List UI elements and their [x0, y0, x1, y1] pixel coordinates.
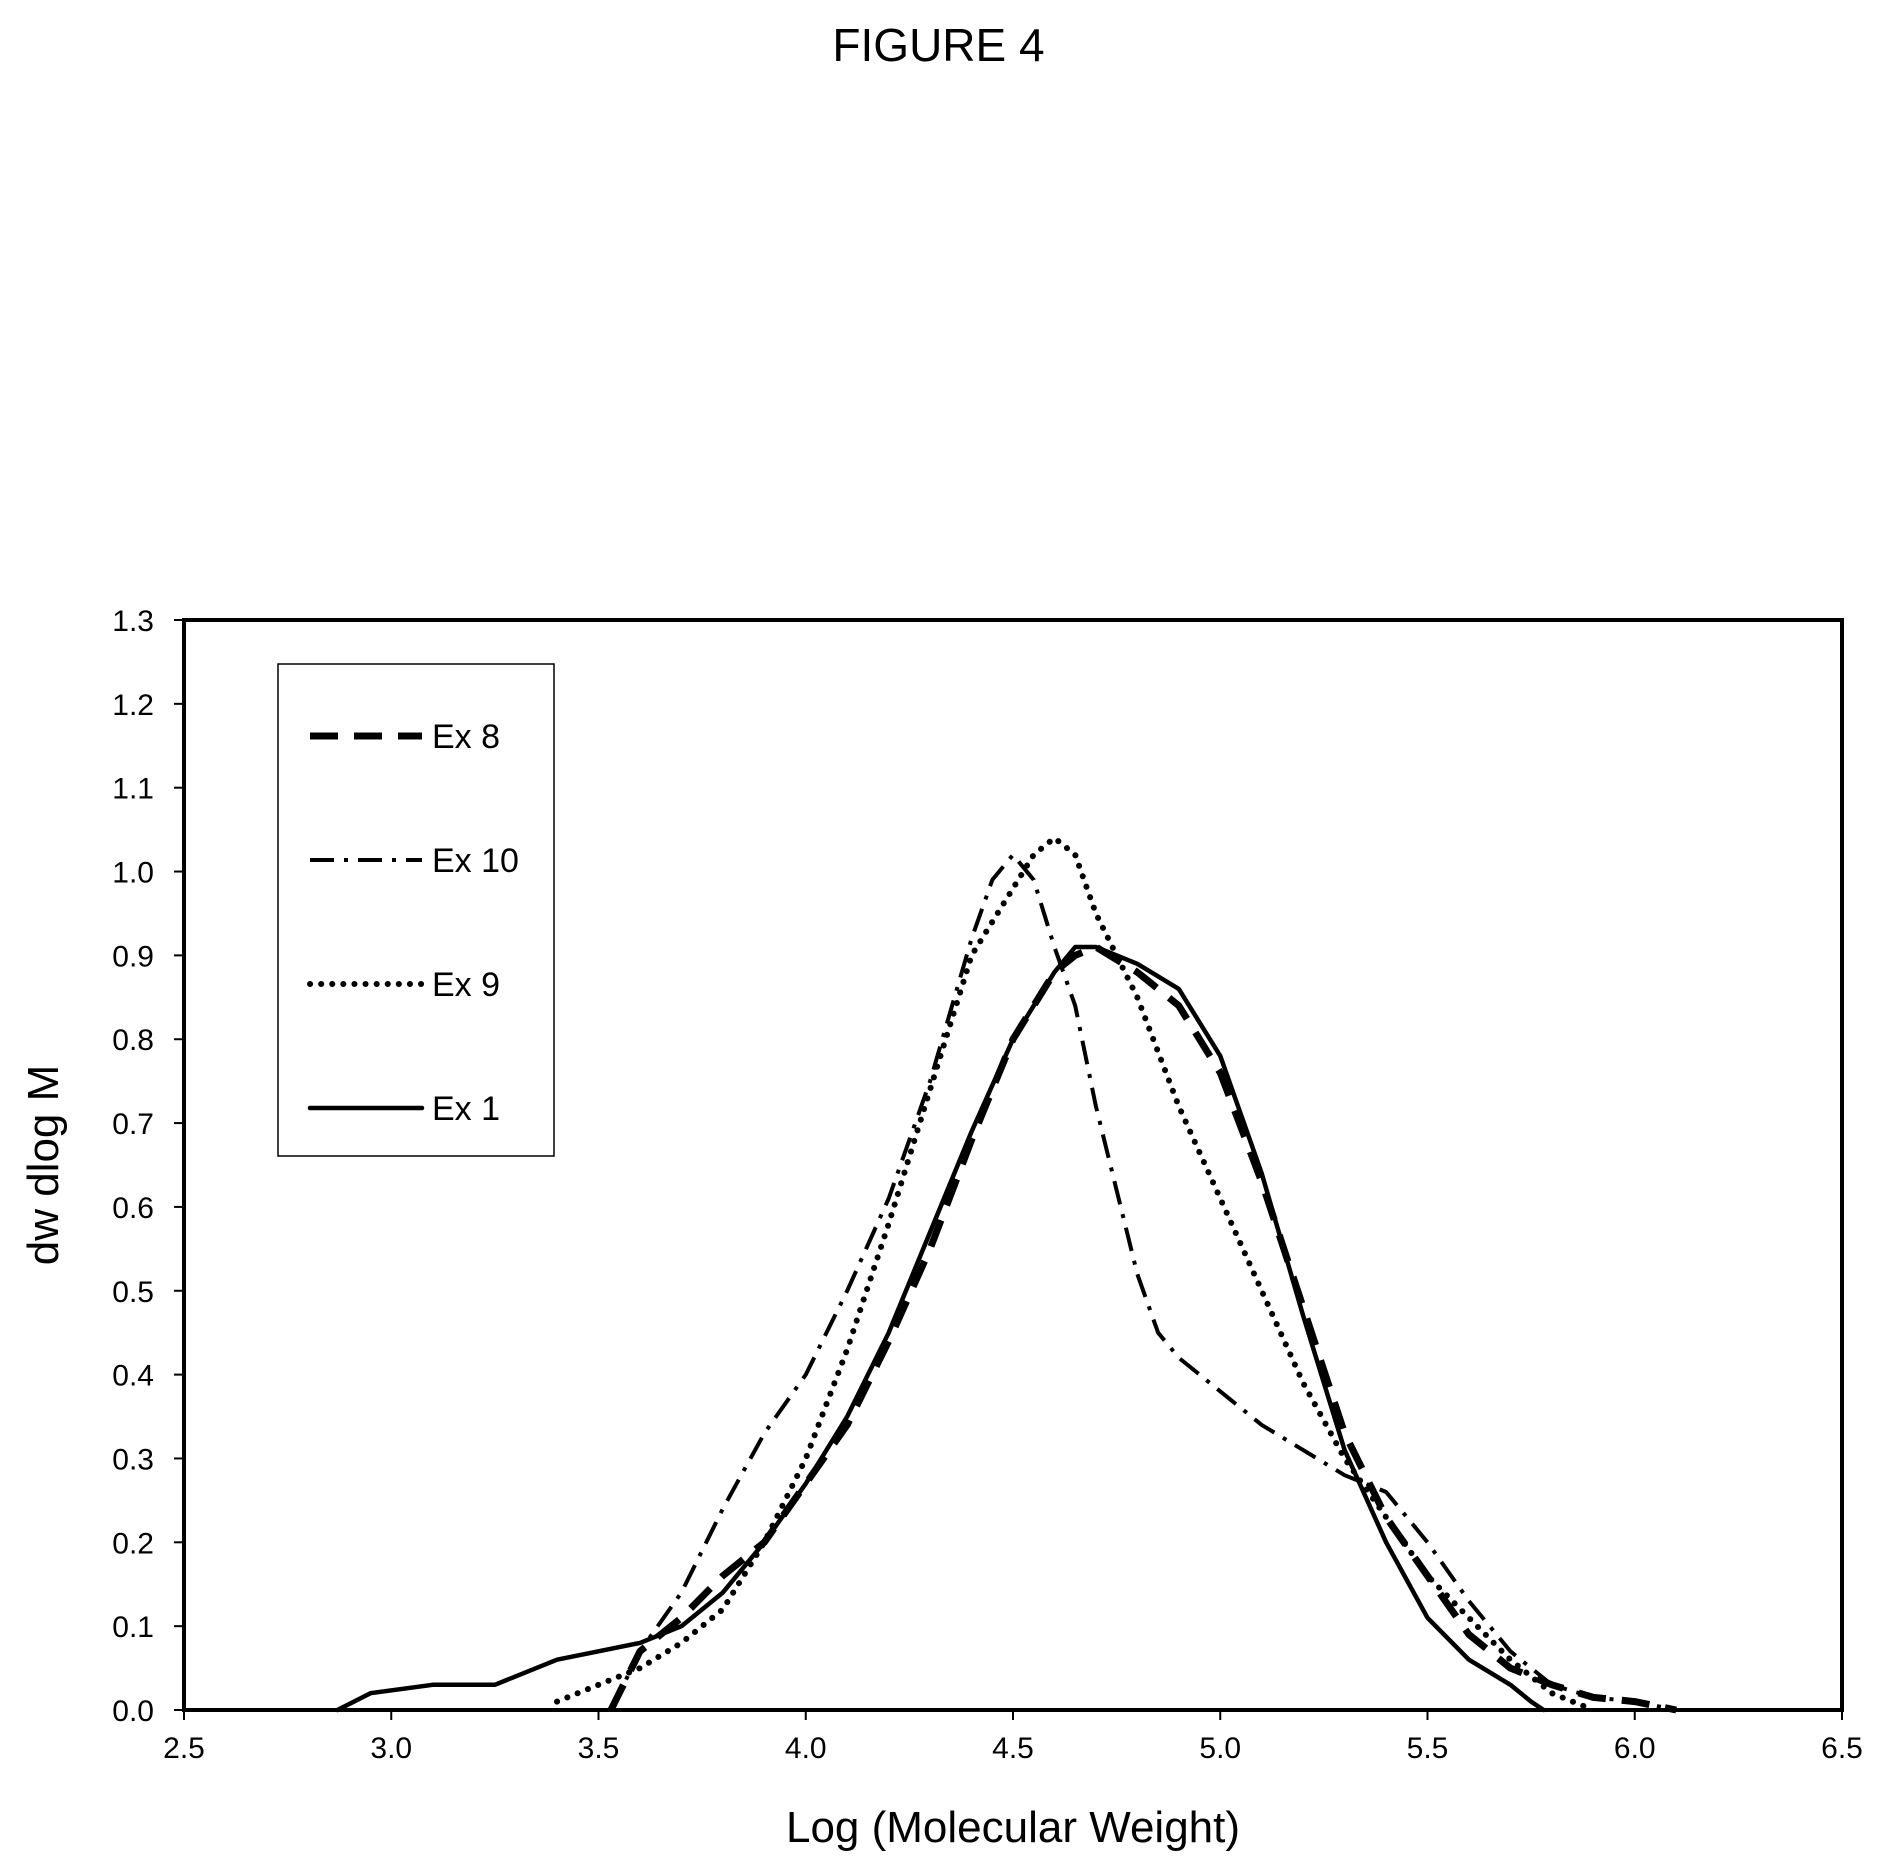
figure-title: FIGURE 4 [832, 19, 1045, 71]
series-layer [335, 835, 1677, 1714]
series-line-ex-9 [554, 835, 1597, 1713]
y-tick-label: 0.2 [112, 1527, 154, 1560]
x-axis-ticks: 2.5 3.0 3.5 4.0 4.5 5.0 5.5 6.0 6.5 [163, 1710, 1863, 1765]
series-line-ex-10 [609, 852, 1677, 1712]
x-tick-label: 6.0 [1614, 1732, 1656, 1765]
legend-items: Ex 8 Ex 10 Ex 9 Ex 1 [307, 718, 519, 1128]
legend-label-ex-1: Ex 1 [432, 1090, 500, 1128]
y-tick-label: 1.3 [112, 605, 154, 638]
legend-label-ex-9: Ex 9 [432, 966, 500, 1004]
y-tick-label: 0.6 [112, 1192, 154, 1225]
y-tick-label: 0.7 [112, 1108, 154, 1141]
legend-box [277, 663, 555, 1157]
y-tick-label: 1.2 [112, 689, 154, 722]
x-tick-label: 6.5 [1821, 1732, 1863, 1765]
y-tick-label: 0.3 [112, 1443, 154, 1476]
y-tick-label: 0.4 [112, 1360, 154, 1393]
x-tick-label: 5.0 [1199, 1732, 1241, 1765]
y-axis-ticks: 0.0 0.1 0.2 0.3 0.4 0.5 0.6 0.7 0.8 0.9 1.0 1.1 1.2 1… [112, 605, 184, 1728]
x-tick-label: 5.5 [1407, 1732, 1449, 1765]
x-tick-label: 3.5 [578, 1732, 620, 1765]
x-tick-label: 2.5 [163, 1732, 205, 1765]
legend-label-ex-10: Ex 10 [432, 842, 519, 880]
series-line-ex-8 [607, 943, 1677, 1714]
series-line-ex-1 [335, 944, 1546, 1713]
legend-label-ex-8: Ex 8 [432, 718, 500, 756]
y-tick-label: 0.9 [112, 940, 154, 973]
y-tick-label: 0.0 [112, 1695, 154, 1728]
y-tick-label: 0.1 [112, 1611, 154, 1644]
x-axis-title: Log (Molecular Weight) [786, 1803, 1240, 1852]
y-tick-label: 0.5 [112, 1276, 154, 1309]
x-tick-label: 4.5 [992, 1732, 1034, 1765]
y-tick-label: 0.8 [112, 1024, 154, 1057]
y-tick-label: 1.0 [112, 857, 154, 890]
y-axis-title: dw dlog M [19, 1065, 68, 1266]
y-tick-label: 1.1 [112, 773, 154, 806]
x-tick-label: 3.0 [370, 1732, 412, 1765]
x-tick-label: 4.0 [785, 1732, 827, 1765]
legend: Ex 8 Ex 10 Ex 9 Ex 1 [277, 663, 555, 1157]
